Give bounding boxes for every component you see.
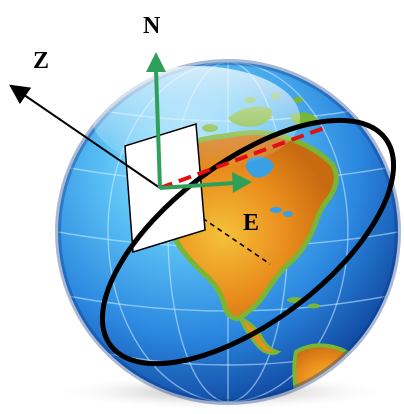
earth-globe xyxy=(55,59,401,405)
east-axis-arrow xyxy=(159,172,252,193)
zenith-label: Z xyxy=(33,48,49,74)
north-label: N xyxy=(143,13,161,39)
east-label: E xyxy=(243,210,259,236)
dashed-route xyxy=(159,126,325,190)
great-circle xyxy=(99,117,397,367)
z-axis-arrow xyxy=(9,84,161,189)
north-axis-arrow xyxy=(146,52,166,189)
inland-waters xyxy=(245,156,293,217)
